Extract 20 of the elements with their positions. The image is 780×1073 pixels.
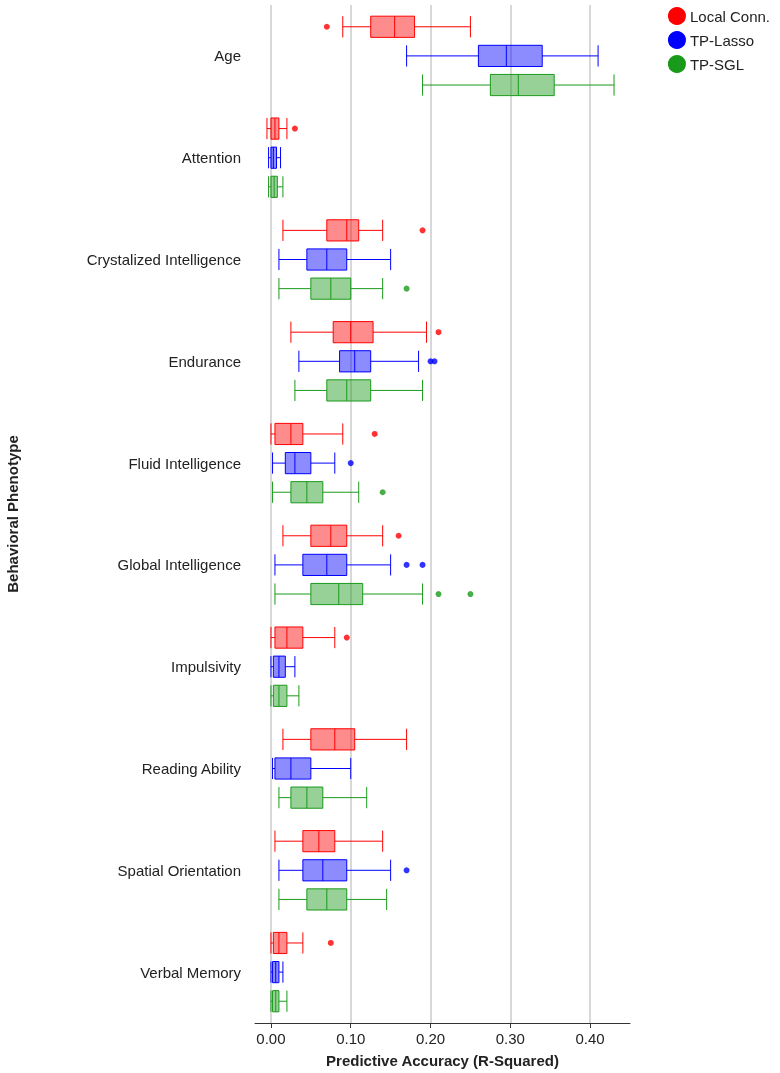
y-tick-label: Reading Ability	[141, 760, 242, 777]
y-tick-label: Global Intelligence	[117, 556, 241, 574]
y-tick-label: Endurance	[168, 352, 241, 370]
legend-label: Local Conn.	[689, 7, 771, 25]
y-axis-title: Behavioral Phenotype	[4, 435, 21, 593]
x-tick-label: 0.30	[495, 1030, 525, 1047]
y-tick-label: Attention	[181, 149, 241, 167]
legend-label: TP-Lasso	[689, 31, 755, 49]
y-tick-label: Impulsivity	[170, 658, 242, 676]
y-tick-label: Spatial Orientation	[117, 861, 241, 879]
y-tick-label: Age	[214, 47, 241, 65]
legend-label: TP-SGL	[689, 55, 745, 73]
x-axis-title: Predictive Accuracy (R-Squared)	[326, 1052, 559, 1069]
x-tick-label: 0.10	[336, 1030, 366, 1047]
y-tick-label: Crystalized Intelligence	[86, 251, 241, 268]
x-tick-label: 0.40	[575, 1030, 605, 1047]
y-tick-label: Verbal Memory	[140, 963, 242, 981]
x-tick-label: 0.20	[415, 1030, 446, 1047]
x-tick-label: 0.00	[256, 1030, 286, 1047]
y-tick-label: Fluid Intelligence	[128, 454, 241, 472]
